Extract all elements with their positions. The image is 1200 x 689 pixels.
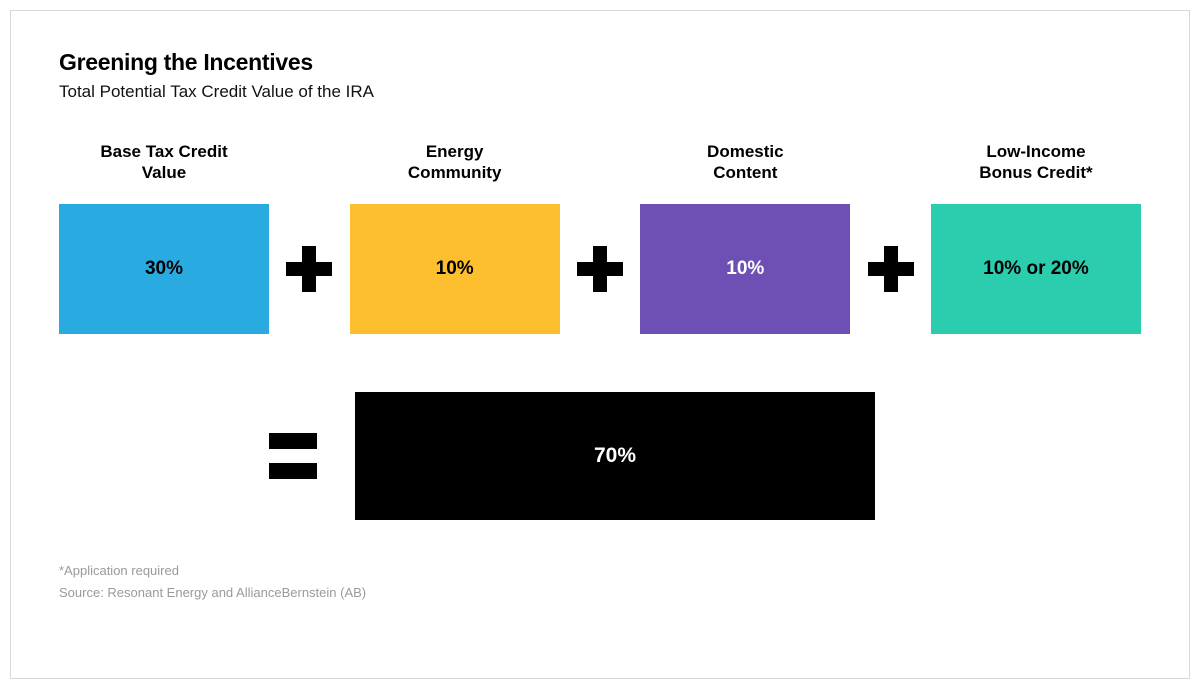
component-base-tax-credit: Base Tax Credit Value 30% [59,138,269,334]
plus-operator [866,138,916,334]
component-box: 10% [350,204,560,334]
plus-operator [575,138,625,334]
component-value: 30% [145,258,183,280]
component-label: Domestic Content [707,138,784,186]
plus-operator [284,138,334,334]
equals-bar-icon [269,433,317,449]
component-label: Low-Income Bonus Credit* [979,138,1092,186]
plus-icon [577,246,623,292]
chart-frame: Greening the Incentives Total Potential … [10,10,1190,679]
component-label: Base Tax Credit Value [100,138,227,186]
component-energy-community: Energy Community 10% [350,138,560,334]
equals-bar-icon [269,463,317,479]
total-value: 70% [594,444,636,468]
total-row: 70% [269,392,1141,520]
footnote-application: *Application required [59,560,1141,582]
plus-icon [868,246,914,292]
component-value: 10% [726,258,764,280]
component-domestic-content: Domestic Content 10% [640,138,850,334]
chart-subtitle: Total Potential Tax Credit Value of the … [59,82,1141,102]
footnote-source: Source: Resonant Energy and AllianceBern… [59,582,1141,604]
component-low-income-bonus: Low-Income Bonus Credit* 10% or 20% [931,138,1141,334]
footnotes: *Application required Source: Resonant E… [59,560,1141,604]
component-box: 10% or 20% [931,204,1141,334]
component-box: 30% [59,204,269,334]
component-box: 10% [640,204,850,334]
total-box: 70% [355,392,875,520]
component-value: 10% [436,258,474,280]
plus-icon [286,246,332,292]
equals-operator [269,433,317,479]
component-label: Energy Community [408,138,502,186]
components-row: Base Tax Credit Value 30% Energy Communi… [59,138,1141,334]
component-value: 10% or 20% [983,258,1089,280]
chart-title: Greening the Incentives [59,49,1141,76]
